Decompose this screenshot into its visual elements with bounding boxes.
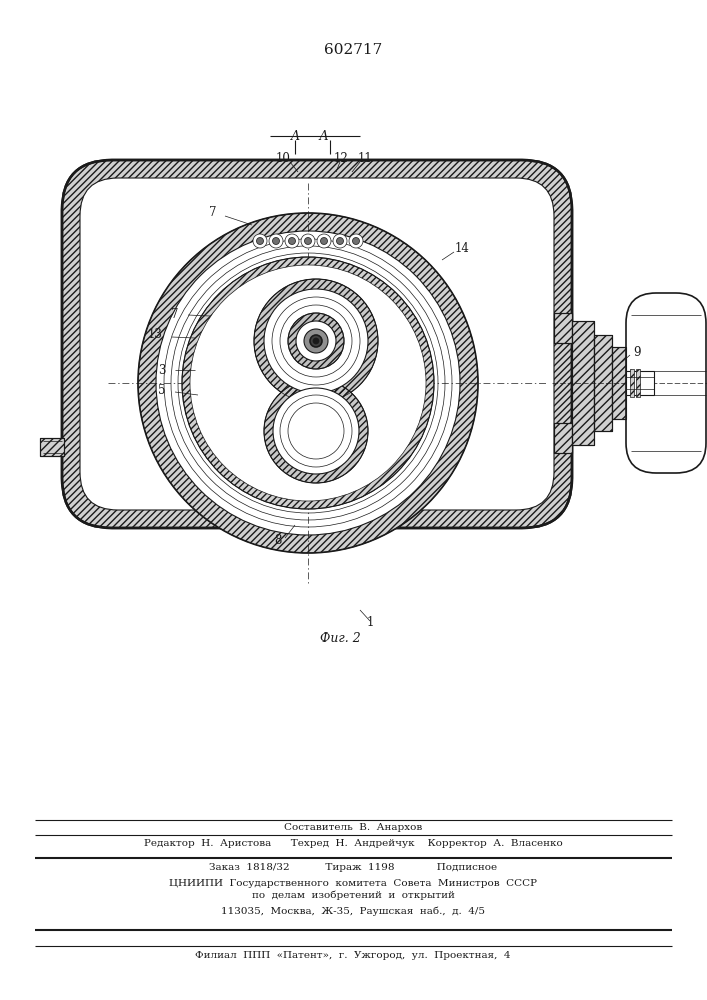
Text: 10: 10 bbox=[276, 151, 291, 164]
Circle shape bbox=[288, 237, 296, 244]
FancyBboxPatch shape bbox=[80, 178, 554, 510]
Text: 1: 1 bbox=[366, 616, 374, 630]
Text: Редактор  Н.  Аристова      Техред  Н.  Андрейчук    Корректор  А.  Власенко: Редактор Н. Аристова Техред Н. Андрейчук… bbox=[144, 838, 562, 848]
Text: 12: 12 bbox=[334, 151, 349, 164]
Bar bbox=[612, 347, 626, 419]
Circle shape bbox=[264, 379, 368, 483]
Bar bbox=[572, 321, 594, 445]
FancyBboxPatch shape bbox=[62, 160, 572, 528]
Circle shape bbox=[304, 329, 328, 353]
Circle shape bbox=[269, 234, 283, 248]
Circle shape bbox=[333, 234, 347, 248]
Circle shape bbox=[310, 335, 322, 347]
Text: Филиал  ППП  «Патент»,  г.  Ужгород,  ул.  Проектная,  4: Филиал ППП «Патент», г. Ужгород, ул. Про… bbox=[195, 952, 510, 960]
Circle shape bbox=[254, 279, 378, 403]
Text: 14: 14 bbox=[455, 241, 469, 254]
Circle shape bbox=[156, 231, 460, 535]
Bar bbox=[554, 313, 572, 343]
Text: A — A: A — A bbox=[291, 129, 329, 142]
Bar bbox=[594, 335, 612, 431]
Text: 5: 5 bbox=[158, 383, 165, 396]
Text: Заказ  1818/32           Тираж  1198             Подписное: Заказ 1818/32 Тираж 1198 Подписное bbox=[209, 863, 497, 872]
Circle shape bbox=[257, 237, 264, 244]
Text: Фиг. 2: Фиг. 2 bbox=[320, 632, 361, 645]
Circle shape bbox=[313, 338, 319, 344]
Circle shape bbox=[296, 321, 336, 361]
Text: 9: 9 bbox=[633, 346, 641, 359]
Bar bbox=[554, 313, 572, 343]
Bar bbox=[626, 371, 654, 395]
Circle shape bbox=[273, 388, 359, 474]
Circle shape bbox=[301, 234, 315, 248]
Bar bbox=[630, 369, 634, 397]
Bar bbox=[636, 369, 640, 397]
Circle shape bbox=[138, 213, 478, 553]
Circle shape bbox=[272, 237, 279, 244]
Bar bbox=[612, 347, 626, 419]
Circle shape bbox=[317, 234, 331, 248]
Circle shape bbox=[305, 237, 312, 244]
Text: 8: 8 bbox=[274, 534, 281, 546]
Circle shape bbox=[353, 237, 359, 244]
Bar bbox=[594, 335, 612, 431]
Circle shape bbox=[349, 234, 363, 248]
Bar bbox=[40, 438, 64, 456]
Bar bbox=[554, 423, 572, 453]
Circle shape bbox=[253, 234, 267, 248]
Text: 13: 13 bbox=[148, 328, 163, 342]
FancyBboxPatch shape bbox=[626, 293, 706, 473]
Text: 602717: 602717 bbox=[324, 43, 382, 57]
Text: по  делам  изобретений  и  открытий: по делам изобретений и открытий bbox=[252, 890, 455, 900]
Circle shape bbox=[285, 234, 299, 248]
Bar bbox=[572, 321, 594, 445]
Text: 113035,  Москва,  Ж-35,  Раушская  наб.,  д.  4/5: 113035, Москва, Ж-35, Раушская наб., д. … bbox=[221, 906, 485, 916]
Text: 11: 11 bbox=[358, 151, 373, 164]
Bar bbox=[554, 423, 572, 453]
Circle shape bbox=[190, 265, 426, 501]
Text: Составитель  В.  Анархов: Составитель В. Анархов bbox=[284, 824, 422, 832]
Circle shape bbox=[288, 313, 344, 369]
Circle shape bbox=[182, 257, 434, 509]
Circle shape bbox=[264, 289, 368, 393]
Bar bbox=[40, 438, 64, 456]
Circle shape bbox=[337, 237, 344, 244]
Text: ЦНИИПИ  Государственного  комитета  Совета  Министров  СССР: ЦНИИПИ Государственного комитета Совета … bbox=[169, 879, 537, 888]
Text: 7: 7 bbox=[171, 308, 179, 322]
Text: 7: 7 bbox=[209, 207, 217, 220]
Text: 3: 3 bbox=[158, 363, 165, 376]
Circle shape bbox=[320, 237, 327, 244]
